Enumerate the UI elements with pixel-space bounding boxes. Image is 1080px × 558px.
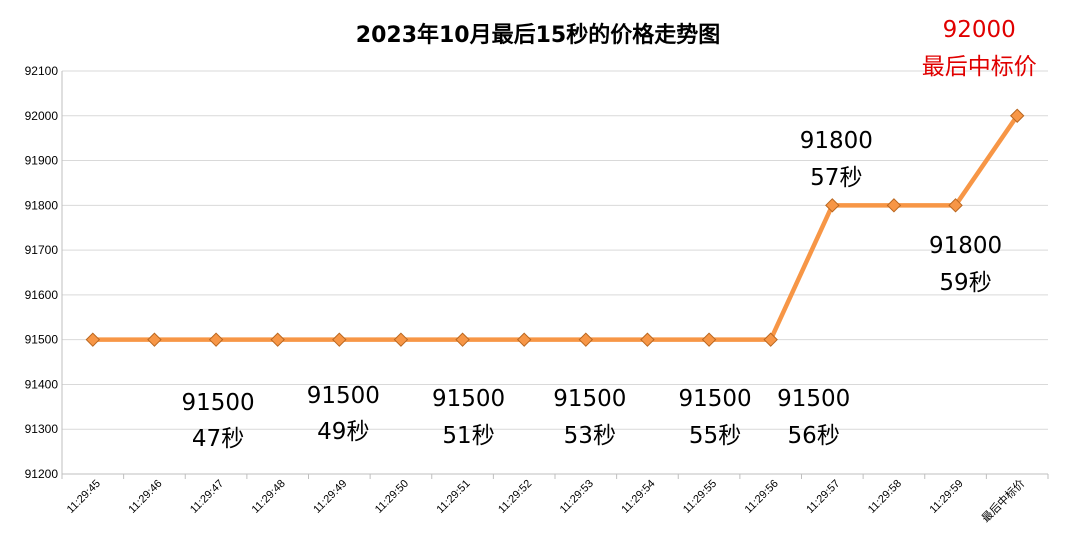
x-tick-label: 11:29:48 — [250, 478, 288, 516]
x-tick-label: 11:29:50 — [373, 478, 411, 516]
x-tick-label: 11:29:52 — [496, 478, 534, 516]
data-point-marker — [516, 332, 532, 347]
data-markers — [85, 108, 1025, 347]
x-tick-label: 11:29:51 — [434, 478, 472, 516]
x-tick-label: 11:29:56 — [743, 478, 781, 516]
y-tick-label: 91600 — [25, 288, 59, 302]
y-axis-tick-labels: 91200 91300 91400 91500 91600 91700 91800 91900… — [25, 64, 59, 481]
annotation-price: 91800 — [800, 128, 873, 154]
data-point-marker — [640, 332, 655, 347]
data-point-marker — [455, 332, 470, 347]
y-tick-label: 92100 — [25, 64, 59, 78]
x-tick-label: 11:29:54 — [619, 478, 657, 516]
data-point-marker — [763, 332, 778, 347]
x-tick-label: 11:29:49 — [311, 478, 349, 516]
annotation-price: 91500 — [678, 386, 751, 412]
annotation-price: 91500 — [307, 383, 380, 409]
y-tick-label: 91300 — [25, 422, 59, 436]
data-point-marker — [85, 332, 101, 347]
y-tick-label: 91200 — [25, 467, 59, 481]
y-tick-label: 91700 — [25, 243, 59, 257]
x-tick-label: 11:29:59 — [927, 478, 965, 516]
annotation-time: 56秒 — [788, 423, 840, 449]
chart-title: 2023年10月最后15秒的价格走势图 — [356, 22, 720, 48]
x-tick-label: 11:29:55 — [681, 478, 719, 516]
x-tick-label: 11:29:58 — [866, 478, 904, 516]
annotation-price: 91500 — [777, 386, 850, 412]
data-point-marker — [825, 198, 840, 213]
data-annotations: 91500 47秒 91500 49秒 91500 51秒 91500 53秒 91500 55秒… — [181, 17, 1036, 452]
y-tick-label: 91800 — [25, 198, 59, 212]
data-point-marker — [948, 198, 963, 213]
x-tick-label: 11:29:57 — [804, 478, 842, 516]
x-tick-label: 11:29:45 — [65, 478, 103, 516]
x-tick-label: 11:29:47 — [188, 478, 226, 516]
series-line — [90, 113, 1020, 342]
x-tick-label: 11:29:53 — [558, 478, 596, 516]
series-line-path — [90, 113, 1020, 342]
data-point-marker — [270, 332, 285, 347]
data-point-marker — [332, 332, 347, 347]
data-point-marker — [1009, 108, 1025, 123]
y-tick-label: 91400 — [25, 377, 59, 391]
data-point-marker — [208, 332, 224, 347]
data-point-marker — [578, 332, 594, 347]
annotation-time: 49秒 — [317, 419, 369, 445]
x-tick-label: 最后中标价 — [979, 476, 1028, 525]
annotation-time: 59秒 — [939, 270, 991, 296]
data-point-marker — [393, 332, 409, 347]
data-point-marker — [886, 198, 902, 213]
annotation-price: 91500 — [432, 386, 505, 412]
gridlines — [61, 70, 1049, 479]
x-tick-label: 11:29:46 — [126, 478, 164, 516]
annotation-time: 51秒 — [442, 423, 494, 449]
x-axis-tick-labels: 11:29:45 11:29:46 11:29:47 11:29:48 11:29:49… — [65, 476, 1028, 525]
y-tick-label: 91900 — [25, 154, 59, 168]
annotation-time: 47秒 — [192, 426, 244, 452]
annotation-price: 91800 — [929, 233, 1002, 259]
annotation-time: 最后中标价 — [922, 54, 1037, 80]
annotation-price: 91500 — [181, 390, 254, 416]
annotation-price: 92000 — [943, 17, 1016, 43]
data-point-marker — [701, 332, 717, 347]
annotation-time: 53秒 — [564, 423, 616, 449]
annotation-price: 91500 — [553, 386, 626, 412]
y-tick-label: 92000 — [25, 109, 59, 123]
data-point-marker — [147, 332, 162, 347]
annotation-time: 55秒 — [689, 423, 741, 449]
annotation-time: 57秒 — [810, 165, 862, 191]
y-tick-label: 91500 — [25, 333, 59, 347]
